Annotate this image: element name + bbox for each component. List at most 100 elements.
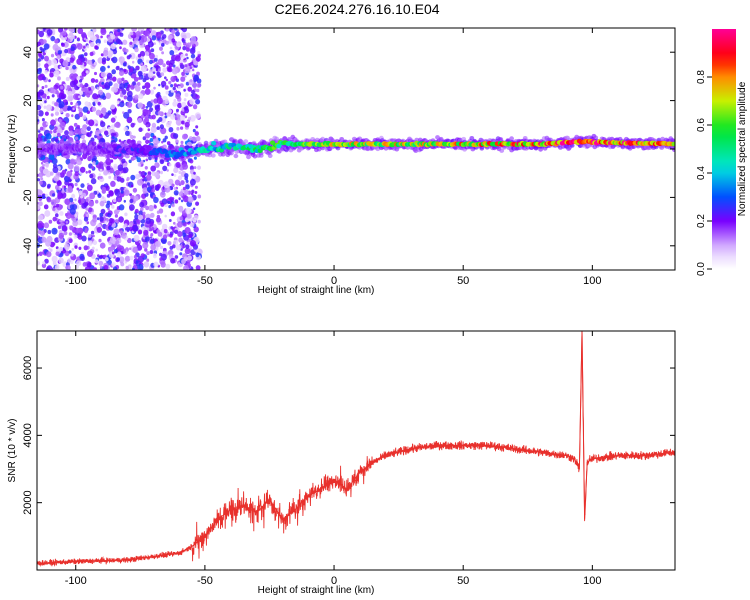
noise-cell — [54, 106, 59, 112]
noise-cell — [144, 248, 148, 252]
noise-cell — [108, 126, 111, 130]
noise-cell — [170, 257, 176, 264]
noise-cell — [105, 203, 111, 209]
noise-cell — [187, 86, 192, 92]
noise-cell — [42, 164, 45, 167]
noise-cell — [43, 168, 49, 174]
noise-cell — [90, 230, 95, 235]
noise-cell — [79, 166, 86, 173]
noise-cell — [138, 76, 141, 80]
noise-cell — [42, 76, 46, 81]
noise-cell — [79, 90, 84, 96]
noise-cell — [184, 64, 188, 68]
noise-cell — [183, 98, 187, 102]
noise-cell — [63, 41, 69, 48]
noise-cell — [147, 71, 154, 79]
noise-cell — [114, 214, 118, 218]
noise-cell — [68, 125, 74, 132]
noise-cell — [178, 207, 184, 213]
noise-cell — [123, 126, 128, 132]
noise-cell — [61, 93, 67, 99]
noise-cell — [144, 88, 151, 95]
noise-cell — [145, 106, 149, 109]
noise-cell — [92, 267, 97, 270]
noise-cell — [144, 51, 150, 57]
noise-cell — [197, 194, 202, 199]
noise-cell — [148, 59, 153, 65]
noise-cell — [180, 140, 184, 145]
noise-cell — [180, 180, 185, 186]
noise-cell — [109, 167, 115, 174]
noise-cell — [191, 192, 194, 196]
noise-cell — [103, 39, 107, 43]
noise-cell — [175, 119, 182, 126]
noise-cell — [162, 234, 168, 240]
noise-cell — [72, 64, 77, 70]
noise-cell — [153, 261, 159, 268]
noise-cell — [189, 165, 194, 171]
noise-cell — [152, 71, 156, 74]
noise-cell — [136, 82, 141, 86]
noise-cell — [80, 183, 85, 188]
noise-cell — [174, 229, 179, 234]
noise-cell — [100, 78, 105, 83]
noise-cell — [37, 189, 43, 196]
noise-cell — [151, 29, 157, 36]
noise-cell — [173, 174, 177, 177]
noise-cell — [185, 184, 190, 190]
noise-cell — [168, 219, 172, 222]
noise-cell — [180, 53, 186, 60]
noise-cell — [166, 169, 169, 172]
noise-cell — [111, 262, 116, 267]
noise-cell — [64, 243, 70, 250]
noise-cell — [187, 255, 193, 261]
noise-cell — [124, 212, 128, 217]
noise-cell — [68, 130, 74, 137]
noise-cell — [107, 65, 110, 69]
noise-cell — [129, 198, 134, 204]
noise-cell — [127, 65, 131, 69]
noise-cell — [55, 203, 60, 208]
ridge-halo-cell — [136, 140, 142, 145]
noise-cell — [150, 99, 154, 103]
noise-cell — [53, 84, 59, 90]
noise-cell — [178, 191, 184, 197]
y-tick-label: 20 — [22, 94, 34, 106]
noise-cell — [78, 190, 83, 195]
noise-cell — [62, 225, 68, 232]
noise-cell — [99, 133, 102, 137]
noise-cell — [120, 186, 124, 191]
noise-cell — [37, 41, 41, 47]
noise-cell — [81, 235, 87, 242]
noise-cell — [117, 197, 122, 203]
noise-cell — [193, 156, 197, 160]
noise-cell — [133, 220, 137, 224]
ridge-halo-cell — [243, 139, 249, 144]
noise-cell — [134, 208, 139, 214]
noise-cell — [139, 201, 145, 208]
noise-cell — [51, 94, 55, 98]
noise-cell — [186, 213, 192, 219]
noise-cell — [111, 205, 115, 209]
noise-cell — [84, 82, 89, 88]
ridge-halo-cell — [210, 153, 216, 158]
noise-cell — [70, 253, 74, 257]
noise-cell — [56, 180, 62, 187]
colorbar-tick-label: 0.8 — [696, 70, 707, 84]
noise-cell — [108, 175, 112, 179]
noise-cell — [173, 99, 177, 102]
noise-cell — [69, 204, 75, 210]
noise-cell — [129, 52, 136, 60]
noise-cell — [164, 112, 167, 116]
noise-cell — [150, 125, 157, 133]
noise-cell — [172, 64, 176, 68]
noise-cell — [77, 28, 84, 35]
noise-cell — [74, 128, 79, 134]
noise-cell — [92, 28, 97, 33]
noise-cell — [161, 42, 165, 47]
noise-cell — [183, 88, 186, 92]
noise-cell — [84, 52, 88, 57]
noise-cell — [145, 217, 152, 224]
noise-cell — [176, 108, 179, 112]
